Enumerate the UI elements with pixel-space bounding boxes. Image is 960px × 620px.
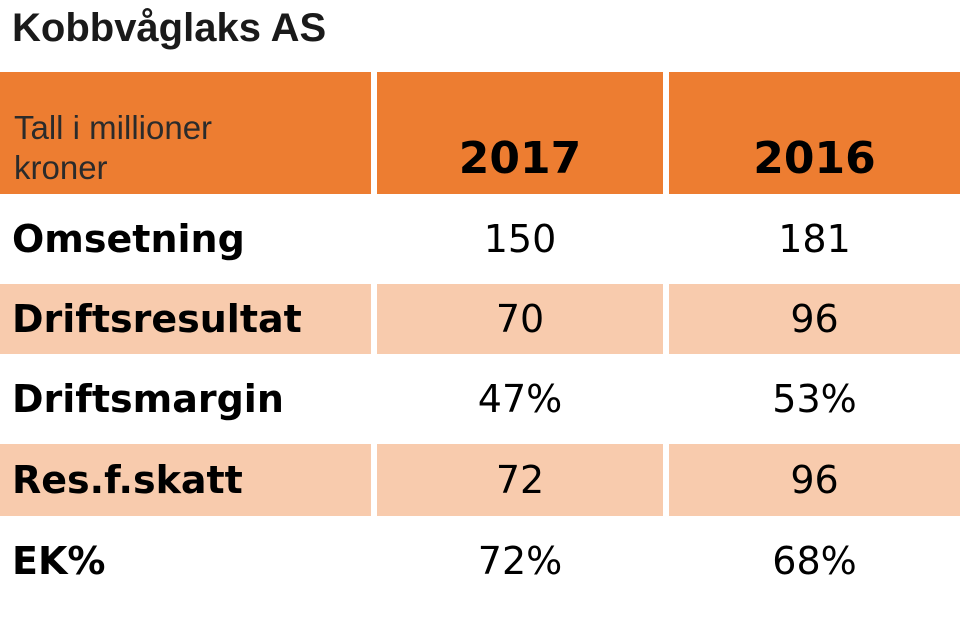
table-cell: 70 — [377, 284, 669, 360]
column-header-2017: 2017 — [377, 72, 669, 200]
table-cell: 72% — [377, 522, 669, 606]
row-label-ek-percent: EK% — [0, 522, 377, 606]
row-label-res-f-skatt: Res.f.skatt — [0, 444, 377, 522]
table-cell: 96 — [669, 444, 960, 522]
table-cell: 72 — [377, 444, 669, 522]
page-title: Kobbvåglaks AS — [12, 6, 327, 50]
table-header-unit-label: Tall i millioner kroner — [0, 72, 377, 200]
table-cell: 68% — [669, 522, 960, 606]
table-cell: 53% — [669, 360, 960, 444]
row-label-driftsmargin: Driftsmargin — [0, 360, 377, 444]
column-header-2016: 2016 — [669, 72, 960, 200]
financial-table: Tall i millioner kroner 2017 2016 Omsetn… — [0, 72, 960, 606]
unit-label-line-2: kroner — [14, 149, 108, 186]
table-cell: 150 — [377, 200, 669, 284]
row-label-driftsresultat: Driftsresultat — [0, 284, 377, 360]
table-cell: 47% — [377, 360, 669, 444]
table-cell: 181 — [669, 200, 960, 284]
table-cell: 96 — [669, 284, 960, 360]
unit-label-line-1: Tall i millioner — [14, 109, 213, 146]
row-label-omsetning: Omsetning — [0, 200, 377, 284]
